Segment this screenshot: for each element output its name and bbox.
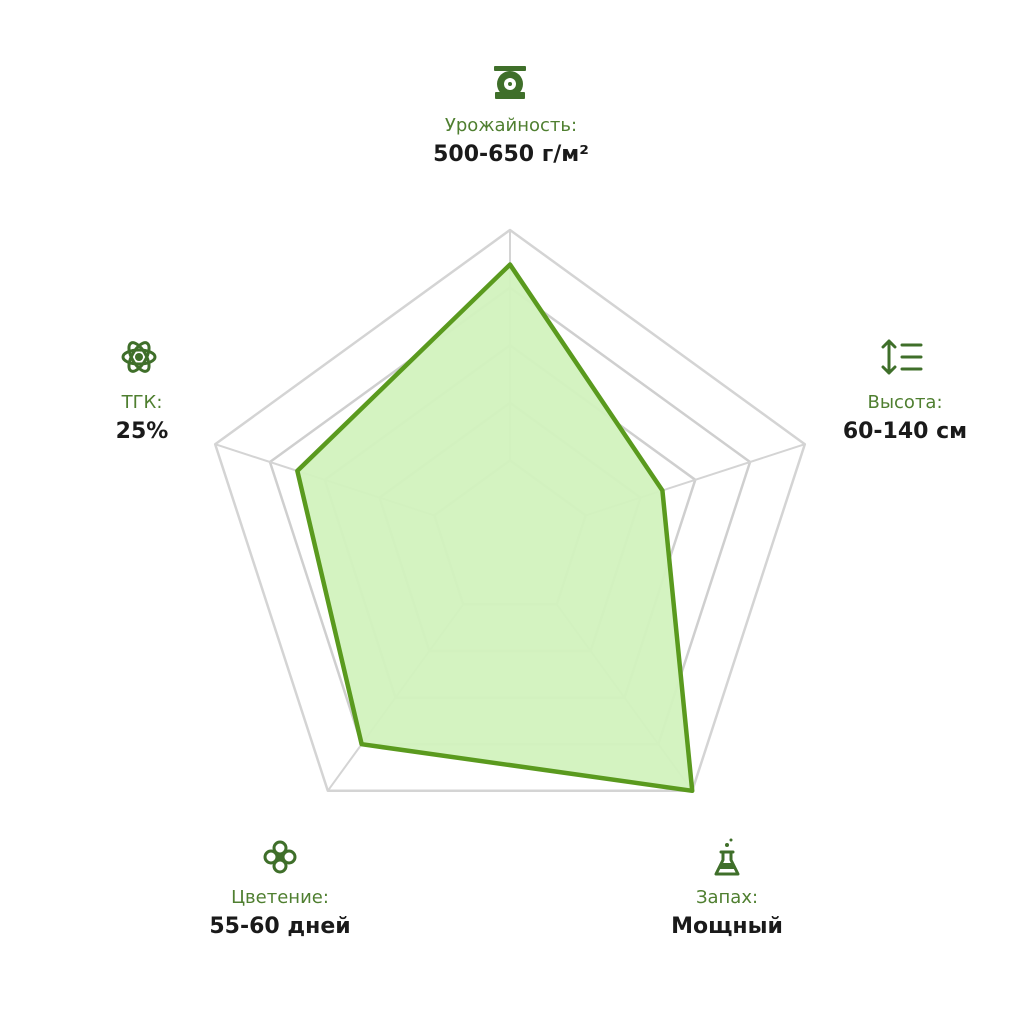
icon-flower (263, 840, 297, 874)
axis-value-label: 25% (116, 419, 169, 444)
axis-value-label: 55-60 дней (209, 914, 350, 939)
axis-label: Урожайность: (445, 115, 577, 136)
icon-height (881, 339, 923, 375)
icon-atom (121, 341, 157, 373)
radar-area (295, 262, 695, 794)
axis-value-label: 500-650 г/м² (433, 142, 589, 167)
data-layer (295, 262, 695, 794)
axis-label: ТГК: (121, 392, 163, 413)
axis-value-label: Мощный (671, 914, 783, 939)
icon-flask (714, 838, 740, 876)
axis-value-label: 60-140 см (843, 419, 967, 444)
grid-ring (213, 228, 807, 793)
axis-label: Запах: (696, 887, 758, 908)
icon-scale (494, 66, 526, 99)
axis-label: Высота: (867, 392, 942, 413)
axis-label: Цветение: (231, 887, 329, 908)
labels: Урожайность: 500-650 г/м² Высота: 60-140 см… (116, 115, 968, 939)
